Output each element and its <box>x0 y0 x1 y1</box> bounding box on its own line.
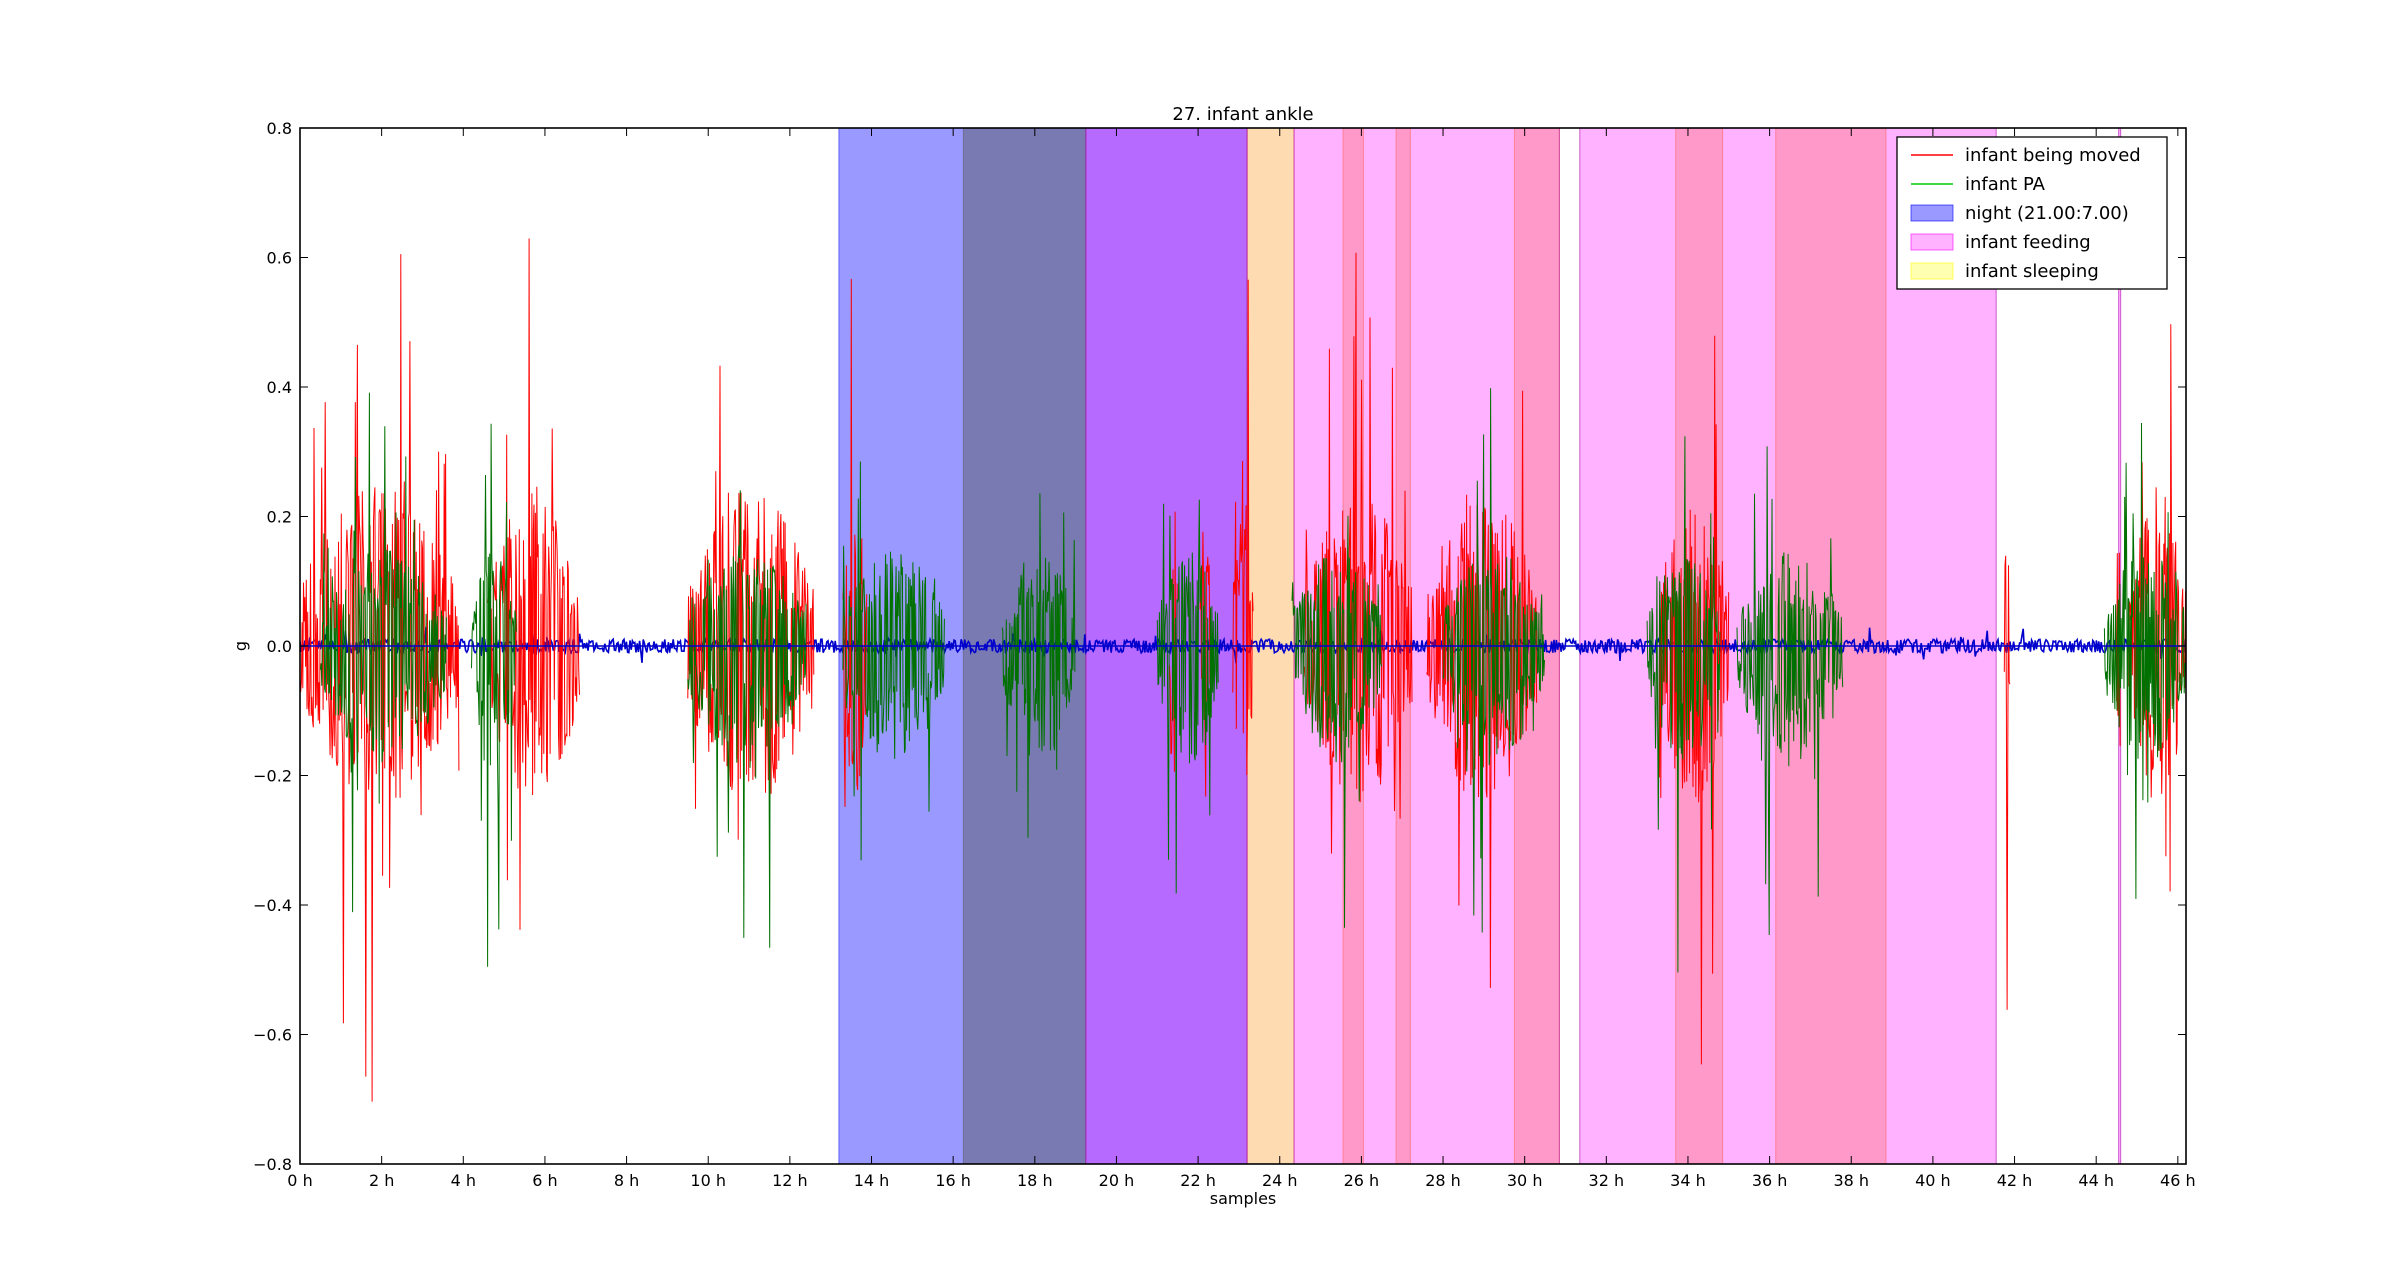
signal-trace <box>2103 422 2186 899</box>
x-tick-label: 4 h <box>451 1171 476 1190</box>
signal-trace <box>1001 493 1076 838</box>
x-tick-label: 32 h <box>1589 1171 1625 1190</box>
y-tick-label: 0.4 <box>267 378 292 397</box>
legend: infant being moved infant PA night (21.00:… <box>1896 136 2168 290</box>
chart-title: 27. infant ankle <box>1172 104 1313 125</box>
x-axis: 0 h 2 h 4 h 6 h 8 h 10 h 12 h 14 h 16 h 18 h 20 h 2… <box>287 128 2196 1190</box>
signal-traces <box>300 238 2186 1102</box>
signal-trace <box>2003 555 2011 1010</box>
x-tick-label: 28 h <box>1425 1171 1461 1190</box>
x-tick-label: 18 h <box>1017 1171 1053 1190</box>
legend-label: infant feeding <box>1965 232 2091 253</box>
y-axis: −0.8 −0.6 −0.4 −0.2 0.0 0.2 0.4 0.6 0.8 <box>253 119 2186 1174</box>
x-tick-label: 26 h <box>1344 1171 1380 1190</box>
legend-swatch <box>1910 204 1954 222</box>
x-tick-label: 38 h <box>1833 1171 1869 1190</box>
legend-box <box>1896 136 2168 290</box>
signal-trace <box>1291 515 1383 928</box>
y-tick-label: 0.0 <box>267 637 292 656</box>
legend-label: infant PA <box>1965 174 2046 195</box>
x-tick-label: 16 h <box>935 1171 971 1190</box>
x-tick-label: 0 h <box>287 1171 312 1190</box>
signal-trace <box>319 392 447 913</box>
legend-swatch <box>1910 233 1954 251</box>
x-tick-label: 6 h <box>532 1171 557 1190</box>
y-tick-label: −0.4 <box>253 896 292 915</box>
x-tick-label: 22 h <box>1180 1171 1216 1190</box>
signal-trace <box>1442 388 1545 933</box>
x-axis-label: samples <box>1210 1189 1277 1208</box>
legend-label: infant sleeping <box>1965 261 2099 282</box>
legend-label: infant being moved <box>1965 145 2141 166</box>
x-tick-label: 40 h <box>1915 1171 1951 1190</box>
x-tick-label: 34 h <box>1670 1171 1706 1190</box>
x-tick-label: 24 h <box>1262 1171 1298 1190</box>
signal-trace <box>1736 446 1844 936</box>
x-tick-label: 44 h <box>2078 1171 2114 1190</box>
y-tick-label: −0.8 <box>253 1155 292 1174</box>
signal-trace <box>687 365 815 840</box>
x-tick-label: 10 h <box>690 1171 726 1190</box>
signal-trace <box>1232 279 1254 776</box>
signal-trace <box>471 423 517 967</box>
x-tick-label: 8 h <box>614 1171 639 1190</box>
signal-trace <box>842 461 945 861</box>
x-tick-label: 42 h <box>1997 1171 2033 1190</box>
x-tick-label: 46 h <box>2160 1171 2196 1190</box>
signal-trace <box>1156 499 1219 894</box>
y-tick-label: 0.8 <box>267 119 292 138</box>
x-tick-label: 36 h <box>1752 1171 1788 1190</box>
signal-trace <box>1646 436 1721 973</box>
x-tick-label: 14 h <box>854 1171 890 1190</box>
legend-label: night (21.00:7.00) <box>1965 203 2129 224</box>
x-tick-label: 12 h <box>772 1171 808 1190</box>
y-tick-label: −0.6 <box>253 1026 292 1045</box>
x-tick-label: 30 h <box>1507 1171 1543 1190</box>
y-tick-label: 0.2 <box>267 508 292 527</box>
x-tick-label: 2 h <box>369 1171 394 1190</box>
y-axis-label: g <box>231 641 250 651</box>
signal-trace <box>687 490 807 948</box>
signal-trace <box>1303 252 1413 854</box>
signal-trace <box>300 254 460 1102</box>
y-tick-label: −0.2 <box>253 767 292 786</box>
y-tick-label: 0.6 <box>267 249 292 268</box>
x-tick-label: 20 h <box>1099 1171 1135 1190</box>
legend-swatch <box>1910 262 1954 280</box>
signal-trace <box>842 278 868 807</box>
